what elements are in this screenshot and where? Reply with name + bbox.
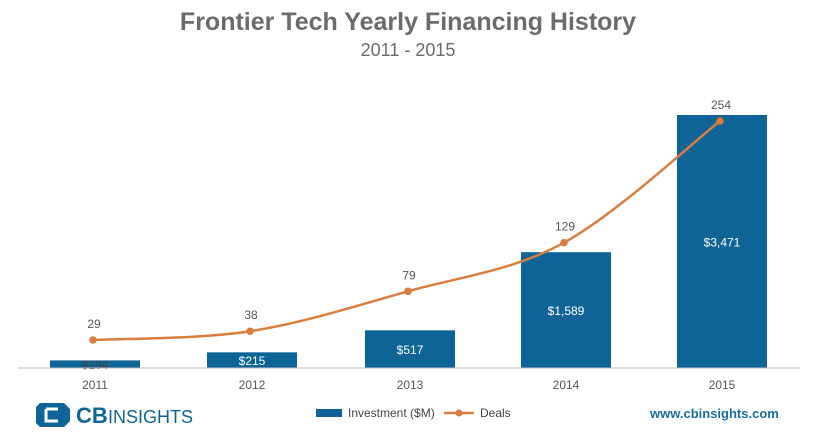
deals-label-2013: 79 — [402, 268, 416, 282]
logo-shield-icon — [36, 403, 70, 427]
deals-point-2012 — [246, 327, 254, 336]
legend-deals-swatch — [444, 409, 474, 417]
deals-line — [92, 120, 721, 342]
deals-point-2015 — [716, 117, 724, 125]
deals-point-2014 — [560, 238, 568, 247]
logo-cb-text: CB — [76, 403, 108, 428]
bar-label-2012: $215 — [239, 354, 266, 368]
deals-label-2012: 38 — [244, 308, 258, 322]
deals-line-layer: 29 38 79 129 254 — [87, 98, 731, 344]
bar-2011 — [50, 360, 140, 368]
deals-point-2011 — [89, 336, 97, 344]
legend-investment-label: Investment ($M) — [348, 406, 435, 420]
bar-label-2011: $104 — [82, 358, 109, 372]
x-tick-label-2011: 2011 — [82, 378, 108, 392]
bar-label-2014: $1,589 — [548, 304, 585, 318]
x-tick-label-2015: 2015 — [709, 378, 736, 392]
deals-label-2014: 129 — [555, 220, 575, 234]
x-axis: 2011 2012 2013 2014 2015 — [18, 367, 800, 392]
x-tick-label-2014: 2014 — [553, 378, 580, 392]
chart-subtitle: 2011 - 2015 — [360, 40, 456, 60]
bar-2015 — [677, 115, 767, 368]
legend-investment-swatch — [316, 409, 342, 417]
deals-label-2015: 254 — [711, 98, 731, 112]
x-tick-label-2013: 2013 — [397, 378, 424, 392]
legend-investment: Investment ($M) — [316, 406, 435, 420]
chart-title: Frontier Tech Yearly Financing History — [179, 8, 637, 36]
bar-label-2013: $517 — [397, 343, 424, 357]
deals-point-2013 — [404, 287, 412, 296]
legend-deals-label: Deals — [480, 406, 511, 420]
x-tick-label-2012: 2012 — [239, 378, 266, 392]
bar-2013 — [365, 330, 455, 368]
bars-layer: $104 $215 $517 $1,589 $3,471 — [50, 115, 767, 372]
bar-label-2015: $3,471 — [704, 236, 741, 250]
website-link[interactable]: www.cbinsights.com — [650, 406, 779, 421]
legend-deals: Deals — [444, 406, 511, 420]
logo-insights-text: INSIGHTS — [108, 407, 193, 427]
bar-2014 — [521, 252, 611, 368]
deals-label-2011: 29 — [87, 317, 101, 331]
cb-insights-logo: CB INSIGHTS — [36, 403, 193, 428]
bar-2012 — [207, 352, 297, 368]
